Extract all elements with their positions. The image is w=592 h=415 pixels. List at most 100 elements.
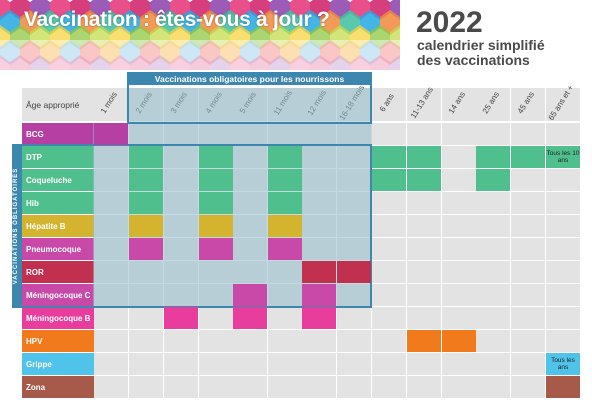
table-cell: [337, 307, 371, 329]
column-header-cell: [511, 88, 545, 121]
table-cell: [372, 376, 406, 398]
mosaic-tile: [0, 55, 10, 70]
table-cell: [476, 261, 510, 283]
vaccine-dose-mark: [164, 307, 198, 329]
table-cell: [407, 192, 441, 214]
table-cell: [511, 169, 545, 191]
table-cell: [372, 123, 406, 145]
table-cell: [94, 353, 128, 375]
vaccine-dose-mark: [129, 169, 163, 191]
mosaic-tile: [190, 55, 210, 70]
table-cell: [199, 330, 233, 352]
table-cell: [129, 330, 163, 352]
mosaic-tile: [120, 40, 140, 65]
table-cell: [442, 238, 476, 260]
vaccine-dose-mark: [407, 330, 441, 352]
row-label-grippe: Grippe: [22, 353, 94, 375]
table-cell: [129, 376, 163, 398]
table-cell: [476, 284, 510, 306]
table-cell: [546, 123, 580, 145]
column-header-cell: [476, 88, 510, 121]
column-header-cell: [372, 88, 406, 121]
row-label-m-ningocoque-b: Méningocoque B: [22, 307, 94, 329]
vaccine-dose-mark: [94, 123, 128, 145]
vaccine-dose-mark: [476, 146, 510, 168]
mosaic-tile: [290, 55, 310, 70]
table-cell: [546, 330, 580, 352]
table-cell: [511, 238, 545, 260]
mosaic-tile: [0, 0, 10, 20]
table-cell: [372, 330, 406, 352]
table-cell: [302, 376, 336, 398]
table-cell: [372, 215, 406, 237]
table-cell: [337, 330, 371, 352]
column-header-cell: [442, 88, 476, 121]
row-label-coqueluche: Coqueluche: [22, 169, 94, 191]
table-cell: [337, 376, 371, 398]
mosaic-tile: [310, 55, 330, 70]
table-cell: [546, 238, 580, 260]
table-cell: [199, 307, 233, 329]
table-cell: [94, 307, 128, 329]
table-cell: [407, 215, 441, 237]
vaccine-dose-mark: [199, 238, 233, 260]
table-cell: [94, 330, 128, 352]
table-cell: [442, 146, 476, 168]
table-cell: [546, 169, 580, 191]
mosaic-tile: [30, 55, 50, 70]
table-cell: [164, 376, 198, 398]
row-label-zona: Zona: [22, 376, 94, 398]
mosaic-tile: [80, 40, 100, 65]
vaccine-dose-mark: [372, 146, 406, 168]
table-cell: [546, 215, 580, 237]
mandatory-zone-overlay: [127, 88, 372, 123]
table-cell: [268, 307, 302, 329]
vaccine-dose-mark: [302, 284, 336, 306]
vaccine-dose-mark: [199, 215, 233, 237]
mosaic-tile: [50, 55, 70, 70]
vaccine-dose-mark: [442, 330, 476, 352]
vaccine-dose-mark: [199, 146, 233, 168]
table-cell: [372, 192, 406, 214]
table-cell: [233, 376, 267, 398]
mosaic-fade: [0, 40, 400, 70]
mosaic-tile: [20, 40, 40, 65]
mosaic-tile: [90, 55, 110, 70]
table-cell: [511, 307, 545, 329]
mosaic-tile: [360, 40, 380, 65]
table-cell: [442, 215, 476, 237]
vaccine-dose-mark: [268, 215, 302, 237]
column-header-cell: [407, 88, 441, 121]
vaccine-dose-mark: [476, 169, 510, 191]
table-cell: [199, 353, 233, 375]
table-cell: [372, 261, 406, 283]
row-label-dtp: DTP: [22, 146, 94, 168]
vaccine-dose-mark: [129, 238, 163, 260]
table-cell: [442, 261, 476, 283]
mosaic-tile: [300, 40, 320, 65]
mandatory-side-label: VACCINATIONS OBLIGATOIRES: [13, 167, 19, 284]
subtitle: calendrier simplifié des vaccinations: [417, 38, 545, 68]
mosaic-tile: [160, 40, 180, 65]
vaccine-dose-mark: [199, 192, 233, 214]
table-cell: [476, 353, 510, 375]
row-label-ror: ROR: [22, 261, 94, 283]
table-cell: [476, 376, 510, 398]
table-cell: [442, 353, 476, 375]
table-cell: [129, 307, 163, 329]
vaccine-dose-mark: [233, 284, 267, 306]
row-label-hib: Hib: [22, 192, 94, 214]
table-cell: [233, 330, 267, 352]
recurring-note: Tous les 10 ans: [546, 150, 580, 164]
table-cell: [302, 353, 336, 375]
table-cell: [164, 330, 198, 352]
table-cell: [372, 284, 406, 306]
table-cell: [546, 192, 580, 214]
table-cell: [268, 330, 302, 352]
table-cell: [407, 123, 441, 145]
mosaic-tile: [200, 40, 220, 65]
row-label-m-ningocoque-c: Méningocoque C: [22, 284, 94, 306]
mandatory-infants-title: Vaccinations obligatoires pour les nourr…: [128, 73, 371, 85]
table-cell: [476, 307, 510, 329]
